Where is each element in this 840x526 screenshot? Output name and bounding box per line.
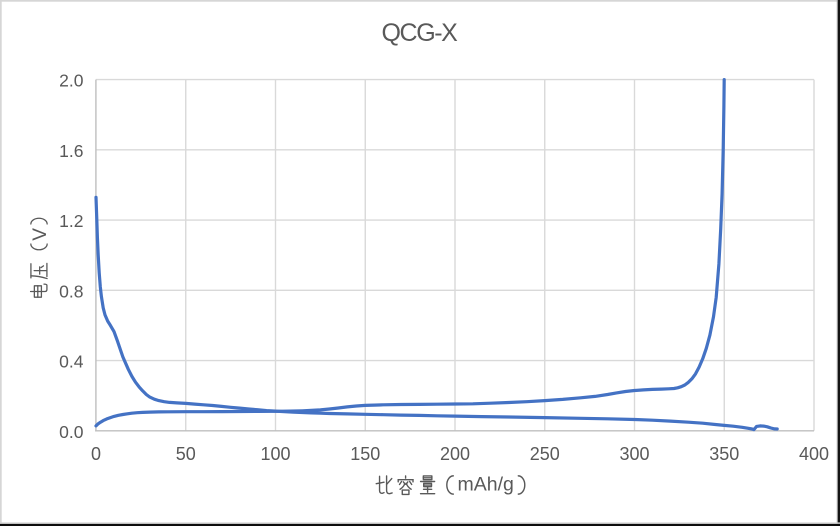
svg-text:mAh/g: mAh/g [458,474,514,496]
svg-text:50: 50 [176,444,196,464]
svg-text:1.6: 1.6 [59,141,83,161]
svg-text:0.0: 0.0 [59,422,84,442]
svg-text:250: 250 [530,444,560,464]
svg-text:0.8: 0.8 [59,281,83,301]
svg-text:400: 400 [799,444,829,464]
svg-text:0.4: 0.4 [59,352,84,372]
svg-text:1.2: 1.2 [59,211,83,231]
svg-text:0: 0 [91,444,101,464]
svg-text:2.0: 2.0 [59,71,84,91]
svg-text:200: 200 [440,444,470,464]
svg-text:QCG-X: QCG-X [382,19,459,47]
svg-text:300: 300 [619,444,649,464]
svg-text:350: 350 [709,444,739,464]
svg-text:100: 100 [260,444,290,464]
svg-text:150: 150 [350,444,380,464]
svg-text:V: V [30,228,51,241]
